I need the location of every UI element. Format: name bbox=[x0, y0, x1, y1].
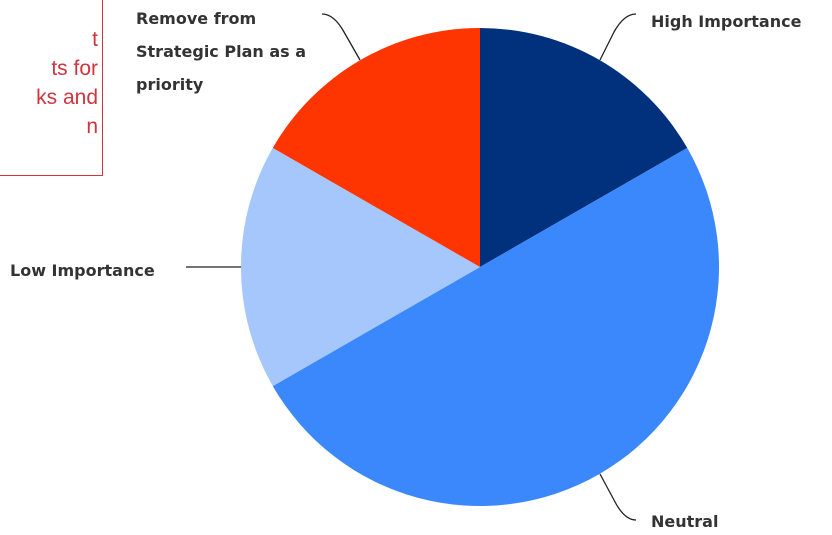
note-line: n bbox=[86, 115, 98, 138]
slice-label-text: Low Importance bbox=[10, 261, 155, 280]
pie-slice-remove-from-strategic-plan-as-a-priority bbox=[272, 28, 480, 267]
pie-slice-neutral bbox=[272, 147, 720, 507]
annotation-note: t ts for ks and n bbox=[0, 0, 103, 176]
slice-label-text: Neutral bbox=[651, 512, 718, 531]
leader-line bbox=[599, 473, 637, 521]
leader-line bbox=[321, 13, 361, 61]
slice-label-line: Remove from bbox=[136, 9, 256, 28]
pie-slices bbox=[240, 28, 720, 507]
slice-label-text: Remove from Strategic Plan as a priority bbox=[136, 9, 312, 94]
slice-label-text: High Importance bbox=[651, 12, 802, 31]
note-line: t bbox=[92, 28, 98, 51]
pie-slice-high-importance bbox=[480, 28, 688, 267]
note-line: ts for bbox=[51, 57, 98, 80]
slice-label-line: Strategic Plan as a bbox=[136, 42, 306, 61]
slice-label-neutral: Neutral bbox=[599, 473, 718, 531]
annotation-note-text: t ts for ks and n bbox=[0, 25, 98, 141]
leader-line bbox=[599, 13, 637, 61]
slice-label-high-importance: High Importance bbox=[599, 12, 802, 61]
slice-label-low-importance: Low Importance bbox=[10, 261, 241, 280]
slice-label-remove-from-strategic-plan: Remove from Strategic Plan as a priority bbox=[136, 9, 361, 94]
note-line: ks and bbox=[36, 86, 98, 109]
pie-slice-low-importance bbox=[240, 147, 480, 387]
slice-label-line: priority bbox=[136, 75, 204, 94]
